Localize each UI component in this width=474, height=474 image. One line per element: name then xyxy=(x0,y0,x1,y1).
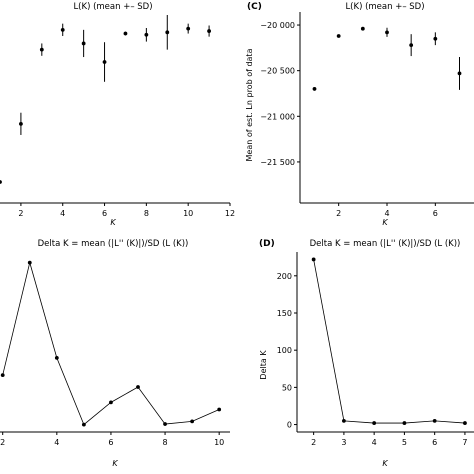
y-tick-label: 150 xyxy=(277,309,292,318)
data-point xyxy=(123,31,128,36)
data-point xyxy=(385,30,389,35)
series-line xyxy=(2,261,220,426)
data-point xyxy=(433,36,438,41)
panel-a-title: L(K) (mean +– SD) xyxy=(73,2,152,12)
x-tick-label: 8 xyxy=(163,438,168,447)
x-tick-label: 4 xyxy=(384,209,389,218)
data-point xyxy=(165,30,170,35)
panel-b-x-label: K xyxy=(112,459,118,468)
data-point xyxy=(341,418,346,423)
data-point xyxy=(409,43,414,48)
panel-d-title: Delta K = mean (|L'' (K)|)/SD (L (K)) xyxy=(310,239,461,249)
data-point xyxy=(372,421,377,425)
panel-d-y-label: Delta K xyxy=(259,350,268,380)
x-tick-label: 10 xyxy=(183,209,193,218)
panel-d-letter: (D) xyxy=(259,239,275,249)
panel-c-letter: (C) xyxy=(247,2,262,12)
x-tick-label: 2 xyxy=(18,209,23,218)
x-tick-label: 6 xyxy=(433,209,438,218)
data-point xyxy=(60,27,65,32)
panel-b-marks xyxy=(0,260,222,427)
data-point xyxy=(27,260,32,265)
data-point xyxy=(311,257,316,262)
panel-a-marks xyxy=(0,15,211,184)
panel-d-x-ticks: 2 3 4 5 6 7 xyxy=(311,432,467,447)
panel-c-marks xyxy=(312,26,462,91)
data-point xyxy=(39,47,44,52)
data-point xyxy=(0,373,5,377)
panel-c-y-ticks: −20 000 −20 500 −21 000 −21 500 xyxy=(260,21,300,167)
data-point xyxy=(402,421,407,425)
panel-b-title: Delta K = mean (|L'' (K)|)/SD (L (K)) xyxy=(38,239,189,249)
panel-c-x-label: K xyxy=(382,218,388,227)
y-tick-label: 0 xyxy=(287,421,292,430)
data-point xyxy=(102,60,107,64)
data-point xyxy=(136,385,140,389)
data-point xyxy=(81,41,86,46)
data-point xyxy=(432,418,437,423)
x-tick-label: 8 xyxy=(144,209,149,218)
series-line xyxy=(313,259,465,424)
panel-a-x-ticks: 2 4 6 8 10 12 xyxy=(18,203,235,218)
panel-c-title: L(K) (mean +– SD) xyxy=(345,2,424,12)
x-tick-label: 7 xyxy=(462,438,467,447)
data-point xyxy=(54,355,59,360)
data-point xyxy=(0,180,2,184)
data-point xyxy=(457,71,462,76)
panel-a-x-label: K xyxy=(110,218,116,227)
panel-a: L(K) (mean +– SD) 2 4 6 8 10 12 K xyxy=(0,2,235,227)
x-tick-label: 6 xyxy=(102,209,107,218)
data-point xyxy=(81,422,86,427)
data-point xyxy=(463,421,467,425)
x-tick-label: 6 xyxy=(432,438,437,447)
y-tick-label: −21 000 xyxy=(260,112,295,121)
y-tick-label: −21 500 xyxy=(260,158,295,167)
data-point xyxy=(19,121,23,126)
x-tick-label: 10 xyxy=(214,438,224,447)
data-point xyxy=(217,407,222,412)
data-point xyxy=(190,419,195,424)
x-tick-label: 4 xyxy=(60,209,65,218)
y-tick-label: −20 500 xyxy=(260,67,295,76)
data-point xyxy=(312,87,317,91)
data-point xyxy=(163,422,167,426)
panel-d: (D) Delta K = mean (|L'' (K)|)/SD (L (K)… xyxy=(259,239,474,468)
x-tick-label: 2 xyxy=(0,438,5,447)
x-tick-label: 4 xyxy=(54,438,59,447)
x-tick-label: 2 xyxy=(336,209,341,218)
x-tick-label: 3 xyxy=(341,438,346,447)
y-tick-label: 200 xyxy=(277,272,292,281)
x-tick-label: 5 xyxy=(402,438,407,447)
panel-c: (C) L(K) (mean +– SD) −20 000 −20 500 −21 … xyxy=(245,2,474,227)
data-point xyxy=(144,32,149,37)
x-tick-label: 4 xyxy=(372,438,377,447)
panel-b: Delta K = mean (|L'' (K)|)/SD (L (K)) 2 4… xyxy=(0,239,230,468)
panel-d-x-label: K xyxy=(382,459,388,468)
data-point xyxy=(336,34,341,38)
x-tick-label: 12 xyxy=(225,209,235,218)
panel-b-x-ticks: 2 4 6 8 10 xyxy=(0,432,224,447)
panel-d-marks xyxy=(311,257,467,425)
panel-c-x-ticks: 2 4 6 xyxy=(336,203,438,218)
x-tick-label: 6 xyxy=(108,438,113,447)
panel-c-y-label: Mean of est. Ln prob of data xyxy=(245,48,254,161)
data-point xyxy=(186,26,191,31)
data-point xyxy=(360,26,365,31)
y-tick-label: −20 000 xyxy=(260,21,295,30)
y-tick-label: 100 xyxy=(277,346,292,355)
data-point xyxy=(207,29,211,33)
x-tick-label: 2 xyxy=(311,438,316,447)
panel-d-y-ticks: 0 50 100 150 200 xyxy=(277,272,297,430)
data-point xyxy=(109,400,113,405)
y-tick-label: 50 xyxy=(282,383,292,392)
